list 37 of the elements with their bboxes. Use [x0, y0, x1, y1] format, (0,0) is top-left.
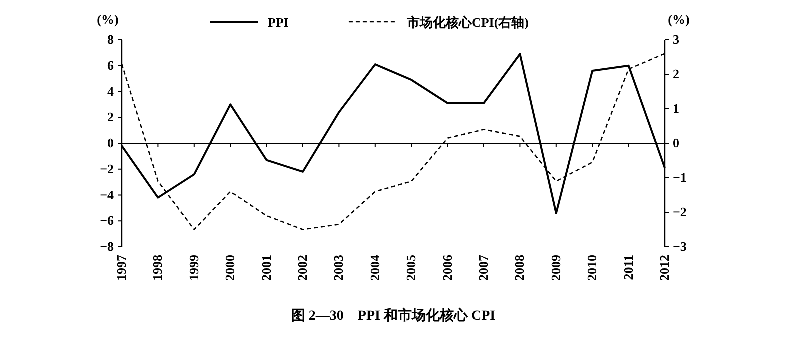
- x-tick-label: 2000: [222, 255, 238, 281]
- y2-tick-label: −1: [673, 170, 687, 185]
- x-tick-label: 2002: [295, 255, 310, 281]
- legend-label: PPI: [268, 15, 289, 30]
- y-tick-label: −8: [100, 239, 114, 254]
- x-tick-label: 1998: [150, 254, 166, 281]
- x-tick-label: 2012: [657, 255, 672, 281]
- x-tick-label: 2004: [367, 254, 382, 281]
- x-tick-label: 2006: [440, 254, 455, 281]
- y-tick-label: 0: [108, 136, 114, 150]
- x-tick-label: 2003: [331, 254, 346, 281]
- x-tick-label: 2011: [620, 255, 636, 280]
- y-axis-title: (%): [97, 12, 119, 27]
- y2-tick-label: 1: [673, 101, 680, 116]
- y2-tick-label: 3: [673, 32, 680, 47]
- x-tick-label: 2007: [476, 254, 491, 281]
- x-tick-label: 1999: [186, 254, 202, 281]
- y-tick-label: 2: [108, 110, 114, 125]
- y-tick-label: 4: [108, 84, 114, 99]
- x-tick-label: 2010: [584, 255, 600, 281]
- x-tick-label: 1997: [114, 254, 129, 281]
- legend-label: 市场化核心CPI(右轴): [406, 15, 529, 30]
- y-tick-label: 8: [108, 32, 114, 47]
- x-tick-label: 2005: [404, 254, 419, 281]
- y-tick-label: −2: [100, 161, 114, 176]
- x-tick-label: 2001: [258, 255, 274, 281]
- y-tick-label: −4: [100, 187, 114, 202]
- x-tick-label: 2008: [512, 254, 528, 281]
- y2-tick-label: 2: [673, 66, 680, 82]
- y2-tick-label: −3: [673, 239, 688, 254]
- y2-axis-title: (%): [668, 12, 690, 27]
- y2-tick-label: −2: [673, 204, 687, 220]
- x-tick-label: 2009: [548, 254, 564, 281]
- y-tick-label: −6: [100, 213, 114, 228]
- y2-tick-label: 0: [673, 136, 680, 150]
- y-tick-label: 6: [108, 58, 114, 73]
- text: 图 2—30 PPI 和市场化核心 CPI: [291, 307, 496, 324]
